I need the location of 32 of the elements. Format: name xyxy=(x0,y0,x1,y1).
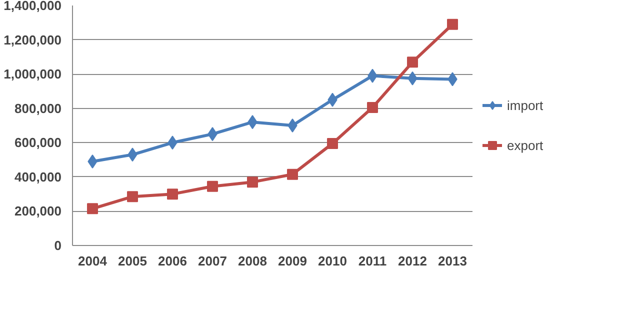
point xyxy=(407,56,418,68)
point xyxy=(127,191,138,202)
point xyxy=(167,188,178,200)
y-tick-label: 800,000 xyxy=(14,100,62,116)
x-tick-label: 2005 xyxy=(118,254,147,268)
legend-label: import xyxy=(507,98,544,112)
point xyxy=(87,203,98,214)
x-tick-label: 2009 xyxy=(278,254,307,268)
x-tick-label: 2013 xyxy=(438,254,467,268)
point xyxy=(367,102,378,113)
y-tick-label: 200,000 xyxy=(14,204,62,219)
x-tick-label: 2006 xyxy=(158,254,187,268)
x-tick-label: 2008 xyxy=(238,254,267,268)
x-tick-label: 2011 xyxy=(358,254,387,268)
x-tick-label: 2007 xyxy=(198,254,227,268)
point xyxy=(207,180,218,192)
legend-label: export xyxy=(507,138,544,152)
y-tick-label: 1,400,000 xyxy=(4,0,62,13)
x-tick-label: 2010 xyxy=(318,254,347,268)
x-tick-label: 2012 xyxy=(398,254,427,268)
y-tick-label: 1,200,000 xyxy=(4,32,62,48)
y-tick-label: 1,000,000 xyxy=(4,66,62,82)
point xyxy=(288,118,298,132)
x-tick-label: 2004 xyxy=(78,254,108,268)
y-tick-label: 400,000 xyxy=(14,169,62,184)
point xyxy=(287,168,298,180)
point xyxy=(247,176,258,188)
y-tick-label: 600,000 xyxy=(14,135,62,150)
y-tick-label: 0 xyxy=(54,238,62,253)
point xyxy=(88,154,98,168)
point xyxy=(447,18,458,30)
point xyxy=(327,138,338,149)
